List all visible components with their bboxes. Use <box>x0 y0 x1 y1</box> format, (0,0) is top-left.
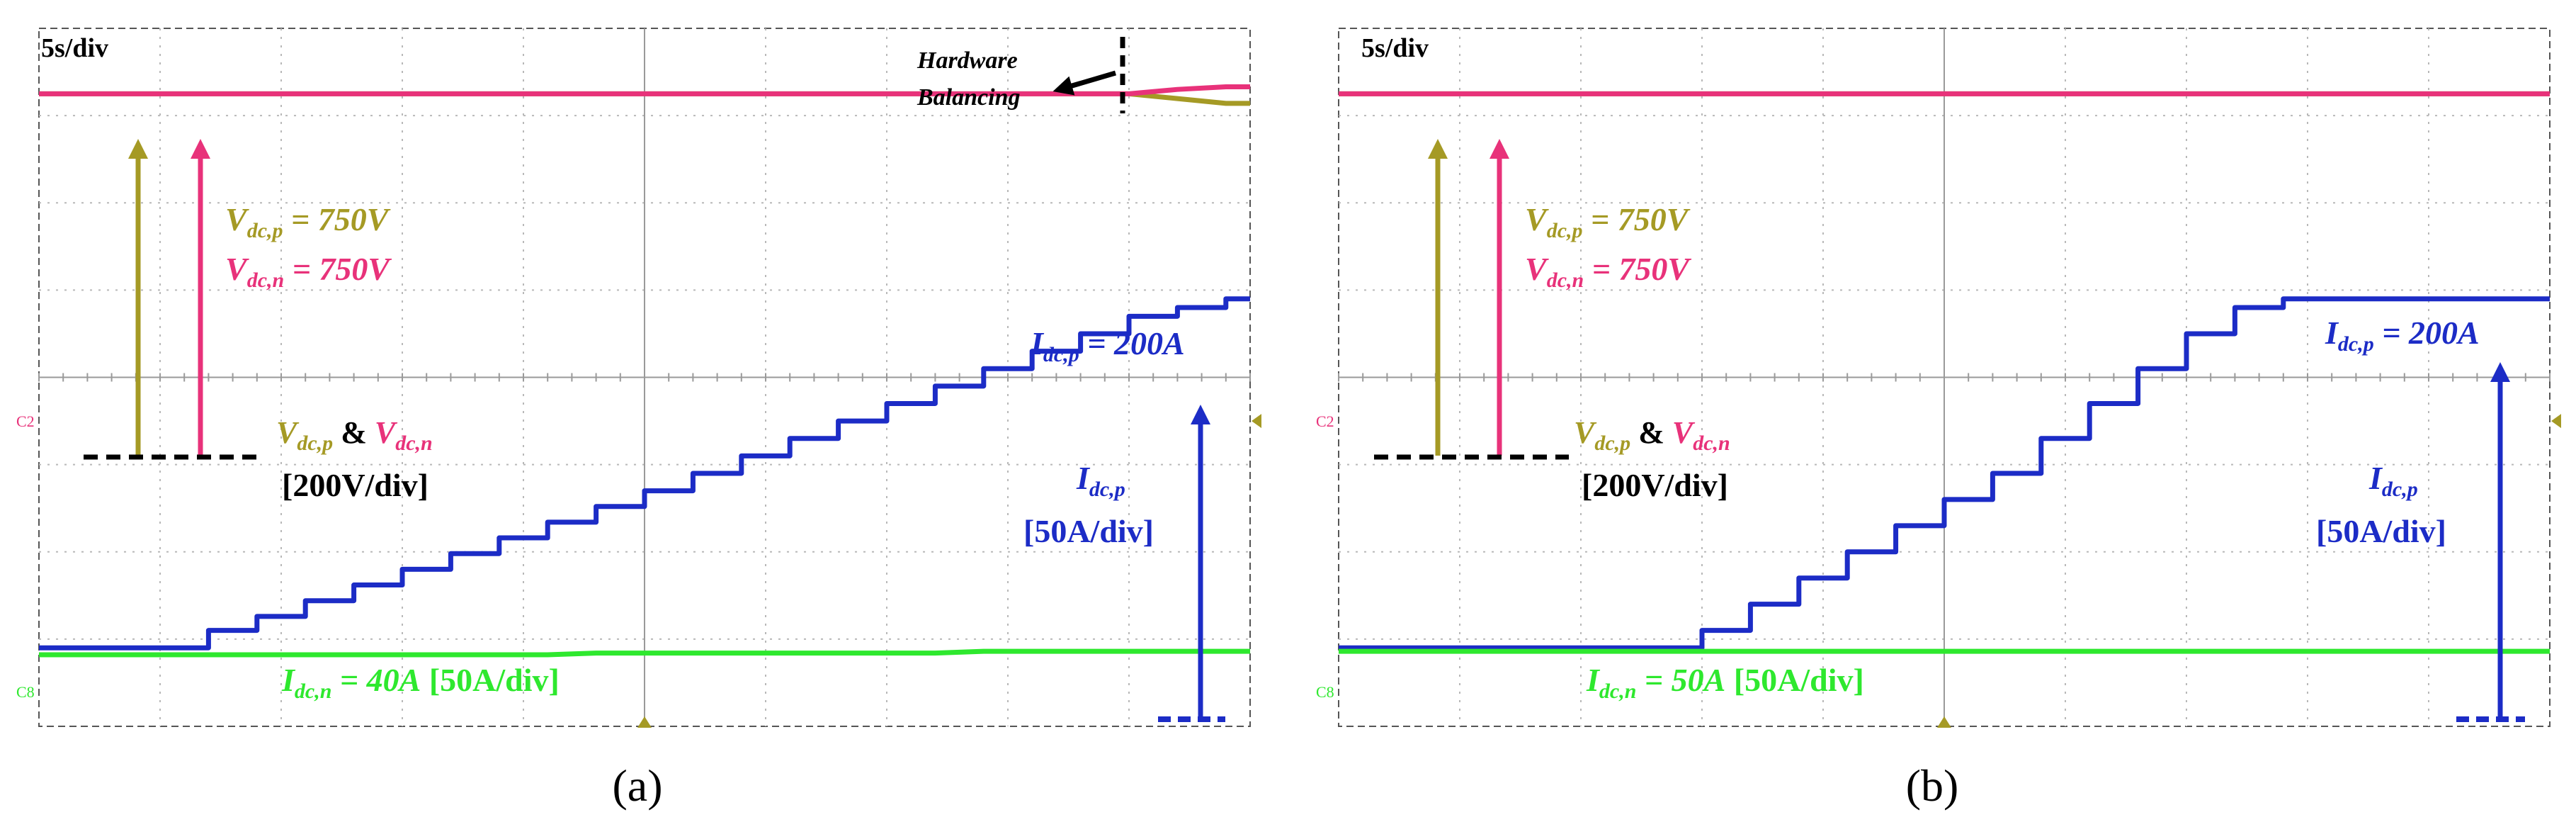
panel-b-iscale: [50A/div] <box>2316 513 2446 549</box>
panel-b: C2 C8 5s/div Vdc,p = 750V Vdc,n = 750V Vd… <box>1316 28 2561 811</box>
panel-a-ip-top-label: Idc,p = 200A <box>1030 325 1185 366</box>
channel-marker-c8: C8 <box>1316 683 1334 701</box>
channel-marker-c2: C2 <box>16 412 35 430</box>
panel-b-timebase: 5s/div <box>1361 33 1429 63</box>
panel-b-caption: (b) <box>1906 760 1959 811</box>
panel-a-vn-label: Vdc,n = 750V <box>225 251 392 292</box>
panel-a-in-label: Idc,n = 40A [50A/div] <box>281 662 560 703</box>
panel-a-vscale: [200V/div] <box>282 467 429 503</box>
panel-a-hw-line2: Balancing <box>917 84 1020 111</box>
panel-a-timebase: 5s/div <box>41 33 108 63</box>
panel-b-ip-top-label: Idc,p = 200A <box>2325 315 2480 356</box>
panel-a: C2 C8 5s/div Hardware Balancing Vdc,p = 7… <box>16 28 1261 811</box>
channel-marker-c8: C8 <box>16 683 35 701</box>
panel-b-vp-label: Vdc,p = 750V <box>1525 201 1691 242</box>
panel-a-vscale-names: Vdc,p & Vdc,n <box>276 415 433 455</box>
trace-i-dc-p <box>39 296 1250 651</box>
panel-a-hw-arrow <box>1052 70 1116 96</box>
panel-a-ip-name: Idc,p <box>1076 460 1125 501</box>
panel-a-iscale: [50A/div] <box>1023 513 1154 549</box>
panel-a-grid: C2 C8 <box>16 28 1261 728</box>
panel-a-vp-label: Vdc,p = 750V <box>225 201 391 242</box>
panel-b-in-label: Idc,n = 50A [50A/div] <box>1586 662 1864 703</box>
panel-b-traces <box>1339 91 2550 654</box>
trace-i-dc-p <box>1339 296 2550 651</box>
panel-b-grid: C2 C8 <box>1316 28 2561 728</box>
trace-i-dc-n <box>39 648 1250 658</box>
panel-b-ip-name: Idc,p <box>2368 460 2418 501</box>
trigger-marker-bottom <box>637 716 652 728</box>
panel-b-vn-label: Vdc,n = 750V <box>1525 251 1691 292</box>
channel-marker-c2: C2 <box>1316 412 1334 430</box>
panel-b-vscale: [200V/div] <box>1582 467 1728 503</box>
trigger-marker-right <box>1252 414 1261 429</box>
trigger-marker-right <box>2551 414 2561 429</box>
trigger-marker-bottom <box>1937 716 1951 728</box>
panel-b-vscale-names: Vdc,p & Vdc,n <box>1574 415 1730 455</box>
panel-a-caption: (a) <box>612 760 662 811</box>
panel-a-hw-line1: Hardware <box>917 47 1018 74</box>
